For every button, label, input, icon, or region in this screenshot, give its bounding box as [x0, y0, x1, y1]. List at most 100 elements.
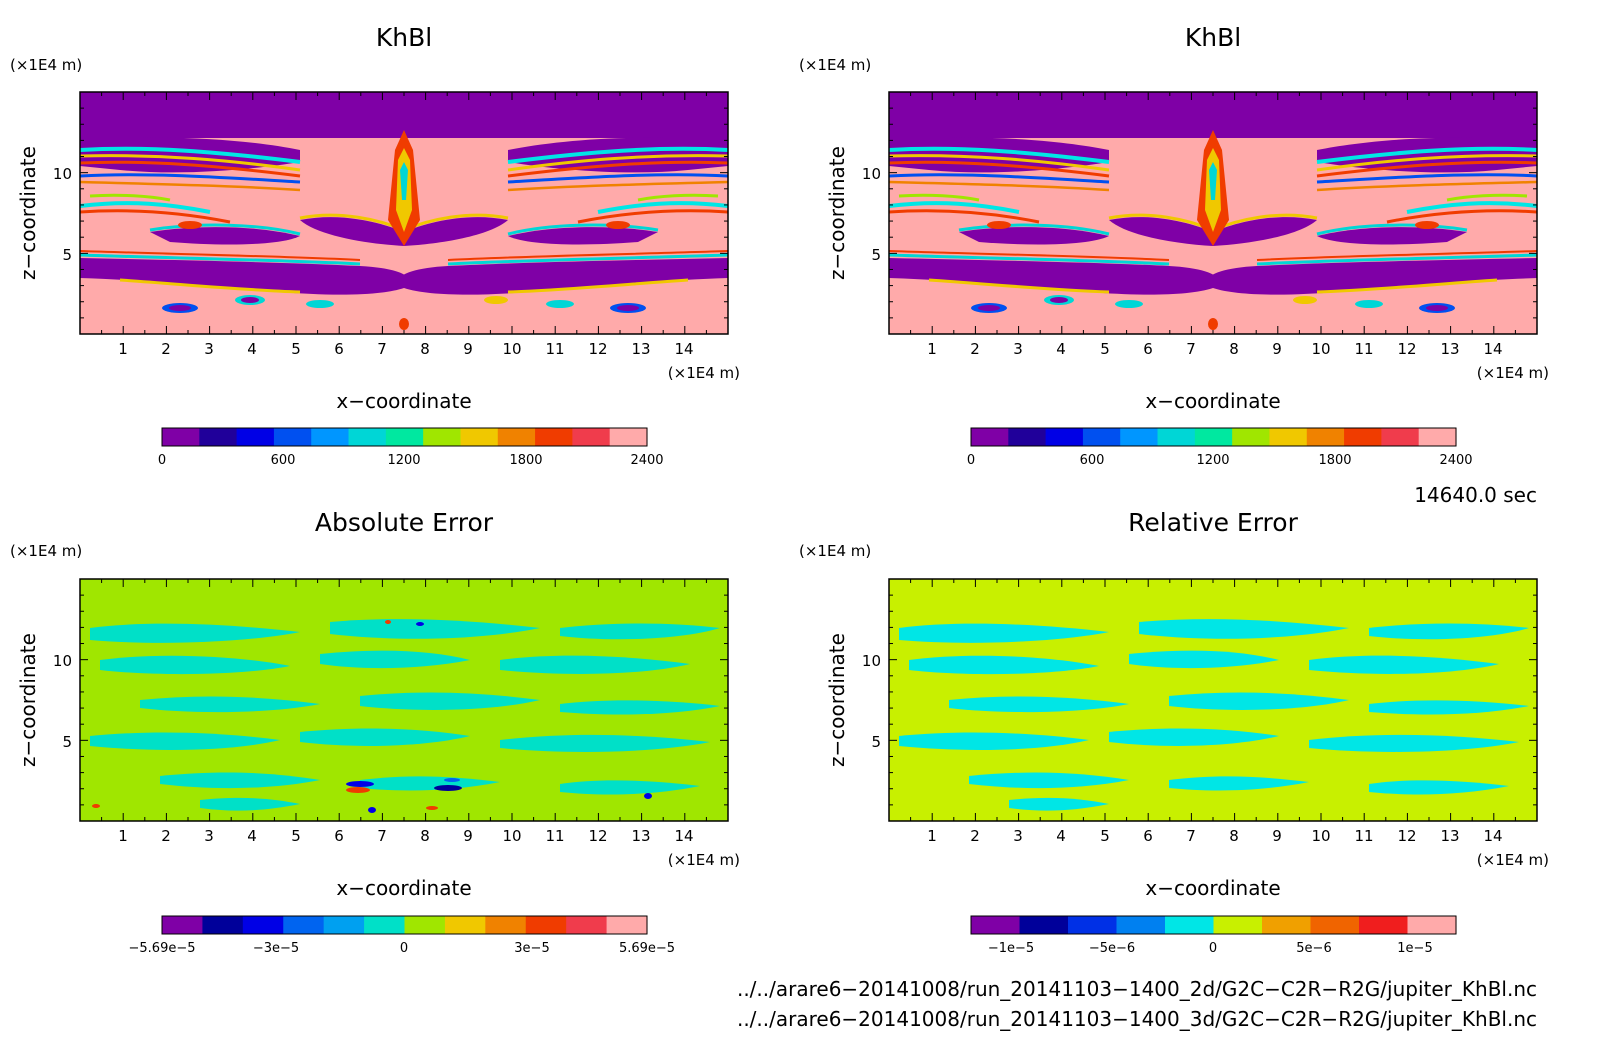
x-tick-label: 8: [420, 827, 430, 845]
colorbar-segment: [1165, 916, 1215, 934]
x-tick-label: 4: [247, 827, 257, 845]
y-axis-label: z−coordinate: [825, 633, 849, 767]
x-tick-label: 3: [1013, 340, 1023, 358]
panel-khbl-left: KhBl (×1E4 m): [10, 23, 740, 468]
colorbar-tick-label: 600: [1080, 453, 1105, 468]
colorbar-segments: [162, 428, 648, 446]
tick-marks: [79, 91, 729, 335]
y-axis: 5 10: [862, 165, 881, 264]
colorbar-frame: [970, 427, 1457, 447]
x-tick-label: 11: [545, 827, 564, 845]
x-axis: 1 2 3 4 5 6 7 8 9 10 11 12 13 14: [927, 340, 1502, 358]
colorbar-segment: [525, 916, 567, 934]
x-axis: 1 2 3 4 5 6 7 8 9 10 11 12 13 14: [927, 827, 1502, 845]
colorbar-tick-label: 0: [1209, 941, 1217, 956]
tick-marks: [888, 578, 1538, 822]
y-tick-label: 10: [53, 165, 72, 183]
colorbar-segment: [444, 916, 486, 934]
colorbar-segment: [202, 916, 244, 934]
x-tick-label: 13: [1440, 340, 1459, 358]
x-tick-label: 2: [970, 340, 980, 358]
x-tick-label: 7: [377, 827, 387, 845]
x-tick-label: 9: [463, 827, 473, 845]
x-tick-label: 1: [927, 827, 937, 845]
heatmap-field: [80, 579, 728, 821]
x-tick-label: 7: [1186, 827, 1196, 845]
y-axis-label: z−coordinate: [16, 633, 40, 767]
x-tick-label: 5: [1100, 340, 1110, 358]
colorbar-segment: [1045, 428, 1084, 446]
colorbar-segment: [460, 428, 499, 446]
colorbar: −1e−5 −5e−6 0 5e−6 1e−5: [970, 915, 1457, 956]
colorbar-segment: [1262, 916, 1312, 934]
x-tick-label: 5: [291, 340, 301, 358]
x-axis-label: x−coordinate: [336, 876, 471, 900]
colorbar-tick-label: −5e−6: [1089, 941, 1135, 956]
colorbar-segment: [497, 428, 536, 446]
y-axis: 5 10: [53, 652, 72, 751]
x-axis-label: x−coordinate: [1145, 389, 1280, 413]
colorbar-segment: [971, 916, 1021, 934]
x-tick-label: 9: [463, 340, 473, 358]
colorbar-segment: [1359, 916, 1409, 934]
colorbar-frame: [161, 427, 648, 447]
tick-marks: [79, 578, 729, 822]
colorbar-segment: [199, 428, 238, 446]
x-tick-label: 5: [291, 827, 301, 845]
colorbar-segment: [423, 428, 462, 446]
colorbar-segment: [1157, 428, 1196, 446]
y-tick-label: 5: [62, 733, 72, 751]
colorbar-segment: [162, 916, 204, 934]
x-tick-label: 11: [545, 340, 564, 358]
x-axis-label: x−coordinate: [1145, 876, 1280, 900]
colorbar-segment: [364, 916, 406, 934]
colorbar-tick-label: 600: [271, 453, 296, 468]
colorbar-tick-label: 2400: [1439, 453, 1472, 468]
y-unit-label: (×1E4 m): [10, 56, 82, 74]
colorbar-tick-label: 1800: [1318, 453, 1351, 468]
colorbar-segment: [311, 428, 350, 446]
x-tick-label: 6: [334, 827, 344, 845]
colorbar-tick-label: 1800: [509, 453, 542, 468]
heatmap-field: [889, 579, 1537, 821]
y-axis-label: z−coordinate: [825, 146, 849, 280]
y-axis-label: z−coordinate: [16, 146, 40, 280]
y-tick-label: 5: [62, 246, 72, 264]
colorbar-segments: [971, 916, 1457, 934]
panel-title: KhBl: [376, 23, 432, 52]
colorbar-tick-label: 2400: [630, 453, 663, 468]
x-tick-label: 4: [247, 340, 257, 358]
colorbar-segment: [1344, 428, 1382, 446]
colorbar-segment: [242, 916, 284, 934]
colorbar-segment: [566, 916, 608, 934]
x-tick-label: 6: [1143, 827, 1153, 845]
y-tick-label: 5: [871, 733, 881, 751]
y-tick-label: 5: [871, 246, 881, 264]
x-tick-label: 13: [631, 827, 650, 845]
x-tick-label: 3: [204, 340, 214, 358]
colorbar-segment: [1120, 428, 1159, 446]
file-path-2d: ../../arare6−20141008/run_20141103−1400_…: [737, 977, 1537, 1001]
x-tick-label: 6: [1143, 340, 1153, 358]
x-tick-label: 3: [1013, 827, 1023, 845]
x-tick-label: 2: [970, 827, 980, 845]
panel-title: KhBl: [1185, 23, 1241, 52]
colorbar-segment: [404, 916, 446, 934]
colorbar-segment: [535, 428, 573, 446]
colorbar-segment: [348, 428, 387, 446]
heatmap-field: [889, 92, 1537, 334]
y-tick-label: 10: [862, 652, 881, 670]
panel-title: Absolute Error: [315, 508, 494, 537]
colorbar-segment: [1418, 428, 1457, 446]
colorbar-segment: [1381, 428, 1420, 446]
colorbar-segment: [572, 428, 611, 446]
x-tick-label: 14: [674, 827, 693, 845]
x-tick-label: 5: [1100, 827, 1110, 845]
x-tick-label: 2: [161, 827, 171, 845]
colorbar-segment: [236, 428, 275, 446]
colorbar-frame: [161, 915, 648, 935]
colorbar-segment: [323, 916, 365, 934]
x-unit-label: (×1E4 m): [1477, 851, 1549, 869]
colorbar-tick-label: −5.69e−5: [129, 941, 196, 956]
time-label: 14640.0 sec: [1414, 483, 1537, 507]
